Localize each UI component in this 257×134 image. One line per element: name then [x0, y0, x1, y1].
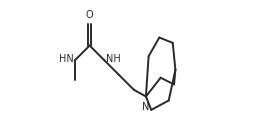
Text: NH: NH: [106, 54, 121, 64]
Text: HN: HN: [59, 54, 74, 64]
Text: O: O: [86, 10, 94, 20]
Text: N: N: [142, 102, 149, 112]
